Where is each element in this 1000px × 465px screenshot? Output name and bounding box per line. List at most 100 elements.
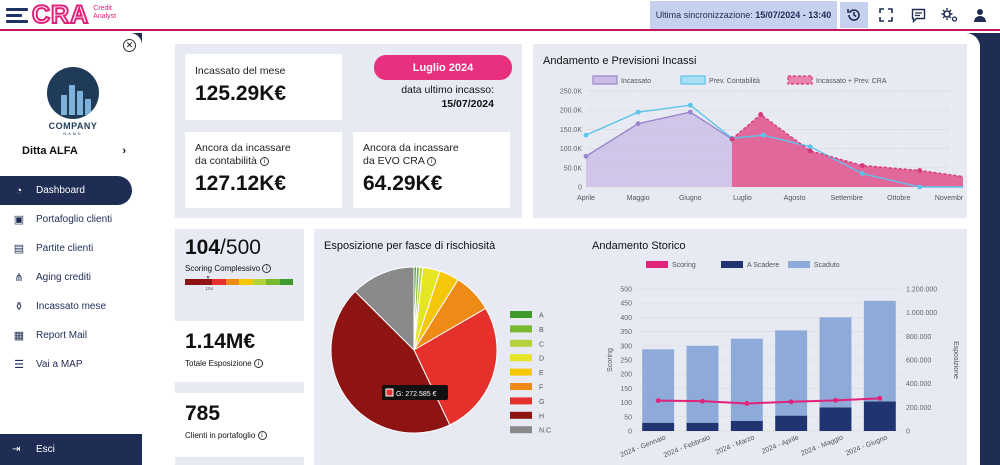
info-icon[interactable]: i (253, 359, 263, 368)
cra-line (731, 113, 963, 178)
pie-legend-label: H (539, 413, 544, 420)
message-icon[interactable] (904, 2, 932, 28)
evo-card: Ancora da incassare da EVO CRA i 64.29K€ (353, 132, 510, 208)
scoring-gauge: ▼ 104 (185, 275, 293, 291)
bar-a-scadere (730, 420, 763, 431)
map-icon: ☰ (14, 359, 24, 371)
fullscreen-icon[interactable] (872, 2, 900, 28)
contabilita-card: Ancora da incassare da contabilità i 127.… (185, 132, 342, 208)
info-icon[interactable]: i (427, 157, 437, 166)
incassato-card: Incassato del mese 125.29K€ (185, 54, 342, 120)
y-tick-label: 0 (578, 185, 582, 192)
contabilita-point (917, 184, 923, 190)
scoring-point (744, 401, 750, 406)
pie-legend-label: C (539, 341, 544, 348)
info-icon[interactable]: i (257, 431, 267, 440)
sidebar-item-report[interactable]: ▦ Report Mail (13, 330, 88, 342)
pie-legend-swatch (510, 339, 532, 347)
x-tick-label: 2024 - Aprile (761, 434, 800, 455)
close-sidebar-icon[interactable]: ✕ (123, 39, 136, 52)
x-tick-label: Agosto (784, 195, 806, 202)
history-icon[interactable] (840, 2, 868, 28)
bar-legend-label: Scoring (672, 262, 696, 269)
incassato-area (586, 112, 732, 187)
sync-status: Ultima sincronizzazione: 15/07/2024 - 13… (650, 1, 837, 29)
incassato-point (583, 153, 589, 159)
cra-point (729, 136, 735, 142)
pie-legend-swatch (510, 397, 532, 405)
pie-legend-label: F (539, 385, 543, 392)
scoring-point (788, 399, 794, 405)
y-tick-label: 100 (620, 400, 632, 407)
sidebar-item-incassato[interactable]: ⚱ Incassato mese (0, 292, 142, 321)
bar-a-scadere (819, 407, 852, 431)
bar-legend-swatch (721, 261, 743, 268)
evo-value: 64.29K€ (363, 172, 443, 195)
contabilita-value: 127.12K€ (195, 172, 287, 195)
y-tick-label: 0 (628, 429, 632, 436)
document-euro-icon: ▤ (13, 243, 25, 255)
y2-tick-label: 200.000 (906, 405, 931, 412)
main-content: Incassato del mese 125.29K€ Luglio 2024 … (142, 33, 980, 465)
bar-a-scadere (642, 422, 675, 431)
x-tick-label: 2024 - Giugno (845, 434, 889, 457)
sidebar-item-partite[interactable]: ▤ Partite clienti (13, 243, 94, 255)
pie-tooltip-box (382, 385, 448, 400)
cra-point (859, 163, 865, 168)
pie-chart: G: 272.585 € ABC DE FGH N.C. (330, 266, 553, 435)
pie-legend-label: D (539, 356, 544, 363)
settings-icon[interactable] (936, 2, 964, 28)
bar-legend-swatch (788, 261, 810, 268)
bar-scaduto (863, 300, 896, 402)
pie-legend-swatch (510, 354, 532, 362)
y2-tick-label: 1.200.000 (906, 287, 937, 294)
pie-legend-swatch (510, 368, 532, 376)
x-tick-label: Ottobre (887, 195, 910, 202)
y2-tick-label: 400.000 (906, 381, 931, 388)
y-tick-label: 200 (620, 372, 632, 379)
pie-legend-label: E (539, 370, 544, 377)
line-chart: Incassato Prev. Contabilità Incassato + Pr… (560, 75, 963, 202)
y2-axis-label: Esposizione (952, 341, 959, 379)
pie-legend-swatch (510, 383, 532, 390)
bar-legend-label: A Scadere (747, 262, 779, 269)
bar-legend-label: Scaduto (814, 262, 840, 269)
app-logo[interactable]: CRA Credit Analyst (6, 0, 116, 30)
scoring-point (877, 395, 883, 401)
y-tick-label: 150.0K (560, 127, 583, 134)
y2-tick-label: 600.000 (906, 358, 931, 365)
contabilita-point (583, 132, 589, 138)
info-icon[interactable]: i (259, 157, 269, 166)
logout-button[interactable]: ⇥ Esci (0, 434, 142, 465)
cra-point (807, 148, 813, 154)
scoring-card: 104/500 Scoring Complessivo i ▼ 104 (175, 229, 304, 311)
legend-label-1: Prev. Contabilità (709, 78, 760, 85)
sidebar-item-portafoglio[interactable]: ▣ Portafoglio clienti (13, 214, 113, 226)
menu-bars-icon (6, 7, 28, 23)
user-icon[interactable] (966, 2, 994, 28)
logo-text: CRA (31, 0, 90, 30)
briefcase-icon: ▣ (13, 214, 25, 226)
pie-legend-label: N.C. (539, 428, 553, 435)
y-tick-label: 300 (620, 343, 632, 350)
sidebar-item-map[interactable]: ☰ Vai a MAP (0, 350, 142, 379)
bar-a-scadere (775, 415, 808, 431)
contabilita-point (760, 132, 766, 138)
pie-tooltip-text: G: 272.585 € (396, 391, 437, 398)
y-tick-label: 100.0K (560, 146, 583, 153)
bar-chart-title: Andamento Storico (592, 240, 686, 252)
y-tick-label: 400 (620, 315, 632, 322)
sidebar-item-aging[interactable]: ⋔ Aging crediti (0, 263, 142, 292)
company-selector[interactable]: Ditta ALFA › (22, 145, 126, 157)
x-tick-label: 2024 - Gennaio (620, 434, 667, 459)
month-selector[interactable]: Luglio 2024 (374, 55, 512, 80)
company-logo: COMPANY NAME (42, 67, 104, 136)
x-tick-label: Maggio (627, 195, 650, 202)
x-tick-label: 2024 - Febbraio (663, 434, 712, 459)
bar-a-scadere (686, 422, 719, 431)
legend-swatch-0 (592, 75, 618, 85)
sidebar-item-dashboard[interactable]: ◔ Dashboard (0, 176, 132, 205)
chevron-right-icon: › (122, 145, 126, 157)
info-icon[interactable]: i (262, 264, 272, 273)
cra-point (917, 168, 923, 173)
